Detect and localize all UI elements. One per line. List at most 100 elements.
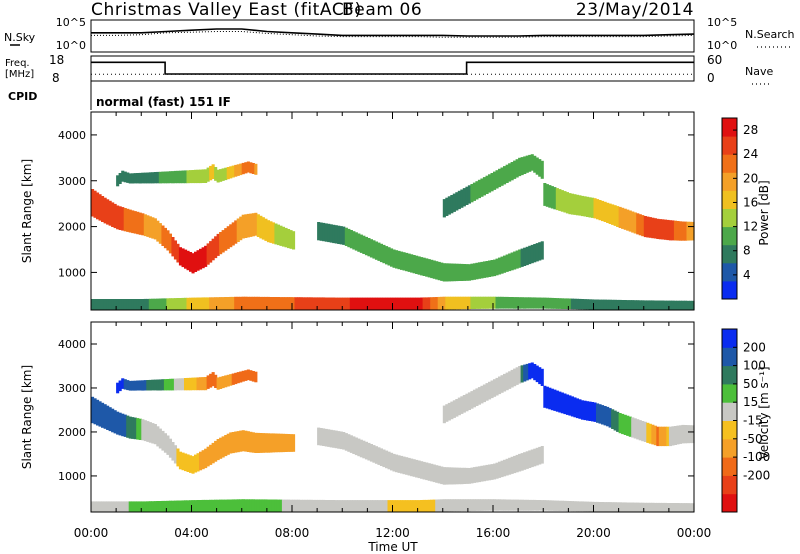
velocity-cell-mid-upper xyxy=(450,401,454,420)
power-cell-early-patches xyxy=(123,171,127,183)
velocity-cell-mid-wave xyxy=(337,431,341,449)
velocity-colorbar-label: 100 xyxy=(743,359,766,373)
power-cell-ground-scatter xyxy=(138,299,142,310)
power-cell-ground-scatter xyxy=(663,300,668,310)
power-cell-mid-wave xyxy=(359,234,363,253)
power-cell-ground-scatter xyxy=(302,297,306,310)
power-cell-main-arc-1 xyxy=(189,252,193,272)
power-cell-main-arc-1 xyxy=(111,202,115,227)
velocity-cell-mid-wave xyxy=(523,452,527,470)
x-tick-label: 04:00 xyxy=(174,526,209,540)
velocity-cell-ground-scatter xyxy=(397,500,401,512)
power-cell-ground-scatter xyxy=(161,298,165,310)
power-cell-mid-wave xyxy=(503,255,507,273)
velocity-cell-ground-scatter xyxy=(141,501,145,512)
power-cell-mid-wave xyxy=(452,263,456,282)
power-cell-evening-arc xyxy=(661,219,665,240)
velocity-cell-ground-scatter xyxy=(570,501,575,512)
velocity-cell-mid-wave xyxy=(357,438,361,457)
power-cell-early-patches xyxy=(194,169,198,184)
power-cell-mid-wave xyxy=(319,222,323,241)
velocity-cell-mid-upper xyxy=(462,395,466,413)
velocity-cell-main-arc-1 xyxy=(251,432,255,453)
velocity-cell-ground-scatter xyxy=(470,499,474,511)
power-cell-ground-scatter xyxy=(359,297,363,310)
power-cell-ground-scatter xyxy=(397,297,401,310)
power-cell-ground-scatter xyxy=(676,300,680,310)
power-cell-mid-upper xyxy=(518,157,522,177)
velocity-cell-early-patches xyxy=(231,373,235,385)
power-cell-ground-scatter xyxy=(236,296,240,310)
velocity-cell-ground-scatter xyxy=(452,499,456,512)
power-ytick-label: 3000 xyxy=(58,175,86,188)
power-cell-main-arc-1 xyxy=(254,212,258,236)
velocity-cell-mid-wave xyxy=(457,467,461,485)
velocity-cell-evening-arc xyxy=(684,425,688,444)
power-cell-mid-wave xyxy=(533,244,537,263)
velocity-cell-evening-arc xyxy=(603,406,607,426)
power-cell-ground-scatter xyxy=(580,299,585,310)
velocity-cell-mid-upper xyxy=(485,383,489,401)
velocity-cell-early-patches xyxy=(168,378,173,391)
noise-left-tick-top: 10^5 xyxy=(56,16,86,29)
velocity-cell-mid-upper xyxy=(528,363,532,380)
power-cell-ground-scatter xyxy=(686,300,690,310)
velocity-cell-evening-arc xyxy=(565,394,570,415)
velocity-cell-mid-wave xyxy=(467,468,472,484)
velocity-cell-ground-scatter xyxy=(437,499,441,512)
noise-right-label: N.Search xyxy=(745,28,795,41)
power-cell-ground-scatter xyxy=(224,297,228,310)
velocity-cell-ground-scatter xyxy=(412,500,416,512)
velocity-cell-mid-upper xyxy=(513,368,517,387)
velocity-cell-evening-arc xyxy=(678,425,683,444)
power-cell-ground-scatter xyxy=(199,297,203,310)
velocity-cell-main-arc-1 xyxy=(103,404,107,429)
power-cell-mid-wave xyxy=(407,253,411,272)
power-cell-mid-upper xyxy=(493,171,497,190)
velocity-cell-ground-scatter xyxy=(91,501,95,512)
velocity-cell-early-patches xyxy=(153,379,157,391)
velocity-cell-mid-wave xyxy=(440,466,444,485)
velocity-cell-early-patches xyxy=(199,377,203,391)
power-cell-ground-scatter xyxy=(583,299,587,310)
velocity-cell-early-patches xyxy=(181,378,185,391)
power-cell-main-arc-1 xyxy=(146,215,150,237)
velocity-cell-ground-scatter xyxy=(261,499,265,512)
velocity-cell-mid-wave xyxy=(503,459,507,477)
velocity-cell-ground-scatter xyxy=(593,501,597,512)
velocity-cell-main-arc-1 xyxy=(254,432,258,453)
power-cell-main-arc-1 xyxy=(249,213,253,237)
power-cell-ground-scatter xyxy=(666,300,670,310)
velocity-cell-ground-scatter xyxy=(606,502,610,512)
velocity-cell-ground-scatter xyxy=(143,501,147,512)
x-tick-label: 08:00 xyxy=(275,526,310,540)
velocity-cell-main-arc-1 xyxy=(176,448,180,467)
velocity-cell-ground-scatter xyxy=(93,501,97,512)
velocity-cell-early-patches xyxy=(148,379,152,391)
velocity-cell-evening-arc xyxy=(628,416,632,437)
velocity-cell-main-arc-1 xyxy=(281,433,286,453)
velocity-cell-early-patches xyxy=(194,377,198,391)
power-cell-evening-arc xyxy=(598,200,602,221)
power-cell-evening-arc xyxy=(671,220,675,241)
velocity-colorbar-swatch xyxy=(722,493,737,513)
power-cell-mid-wave xyxy=(482,261,487,278)
power-cell-main-arc-1 xyxy=(138,212,142,235)
power-cell-main-arc-1 xyxy=(166,230,170,251)
velocity-cell-early-patches xyxy=(163,379,168,391)
power-cell-main-arc-1 xyxy=(279,225,283,246)
power-cell-ground-scatter xyxy=(103,299,107,310)
freq-left-tick-top: 18 xyxy=(49,53,64,67)
velocity-cell-early-patches xyxy=(254,371,258,383)
velocity-cell-mid-wave xyxy=(515,454,519,473)
velocity-cell-ground-scatter xyxy=(302,499,306,512)
velocity-cell-mid-wave xyxy=(402,456,406,475)
freq-right-tick-top: 60 xyxy=(707,53,722,67)
power-cell-mid-wave xyxy=(367,238,371,257)
velocity-cell-early-patches xyxy=(241,370,245,382)
velocity-cell-mid-wave xyxy=(442,467,446,485)
power-cell-ground-scatter xyxy=(113,299,117,310)
velocity-cell-early-patches xyxy=(176,378,180,391)
power-cell-ground-scatter xyxy=(427,297,431,310)
